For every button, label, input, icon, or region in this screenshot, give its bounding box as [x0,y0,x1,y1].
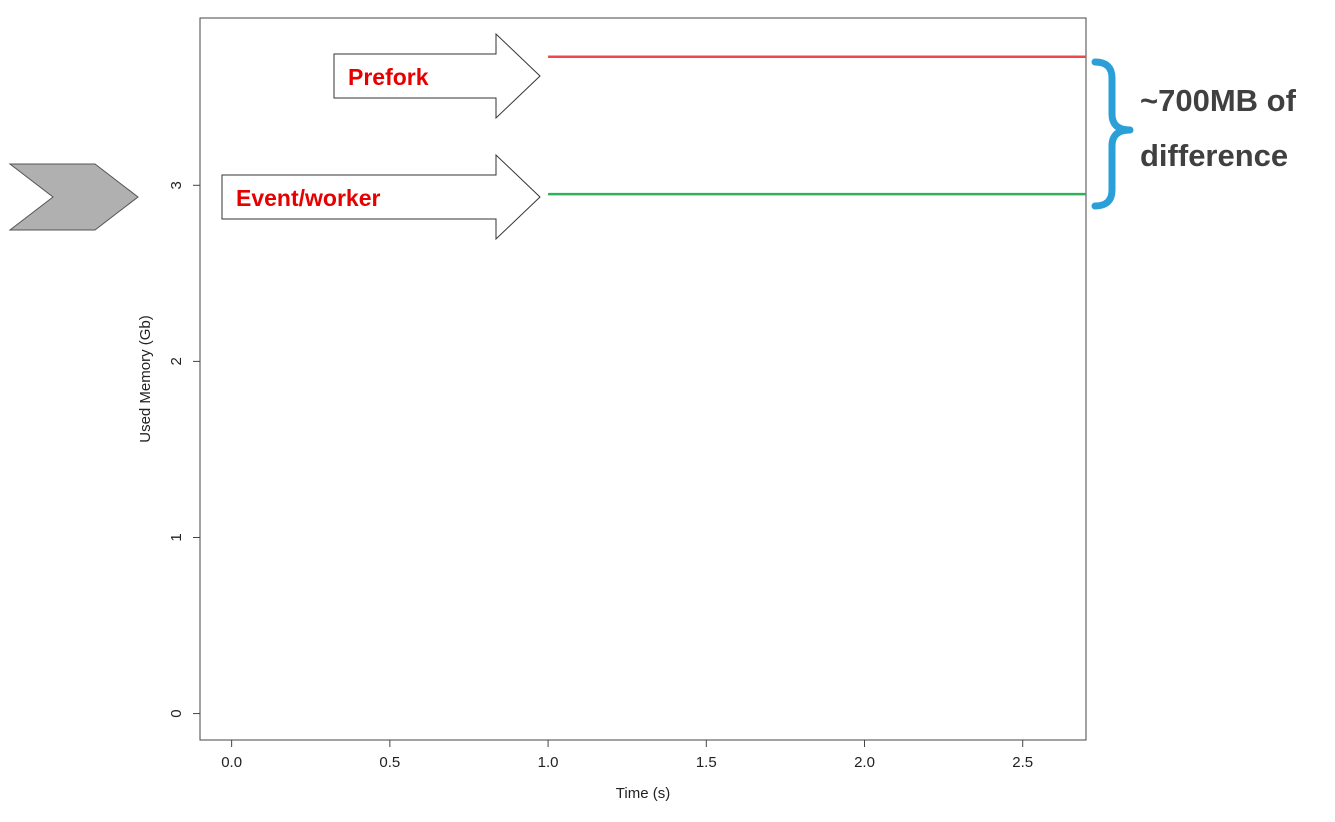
series-group [548,55,1086,196]
prefork-label: Prefork [348,64,429,90]
x-tick-label: 1.5 [696,754,717,771]
prefork-arrow [333,32,541,120]
event-worker-label: Event/worker [236,185,380,211]
chevron-icon [8,163,139,231]
x-tick-label: 1.0 [538,754,559,771]
event-worker-arrow [221,153,541,241]
x-tick-label: 0.5 [379,754,400,771]
x-axis: 0.0 0.5 1.0 1.5 2.0 2.5 [221,739,1033,771]
y-axis: 0 1 2 3 [168,181,201,718]
y-tick-label: 1 [168,533,185,541]
plot-frame [199,17,1087,741]
y-tick-label: 2 [168,357,185,365]
brace-icon [1091,58,1134,210]
y-tick-label: 3 [168,181,185,189]
x-tick-label: 2.5 [1012,754,1033,771]
x-tick-label: 2.0 [854,754,875,771]
y-tick-label: 0 [168,709,185,717]
difference-text-line1: ~700MB of [1140,83,1297,118]
x-axis-title: Time (s) [616,785,670,802]
y-axis-title: Used Memory (Gb) [137,315,154,443]
x-tick-label: 0.0 [221,754,242,771]
difference-text-line2: difference [1140,138,1288,173]
